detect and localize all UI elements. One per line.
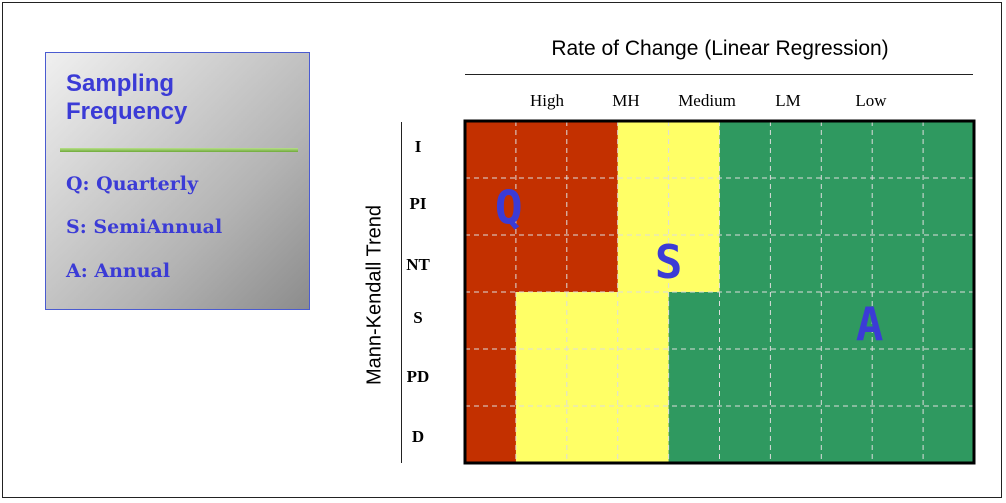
matrix-cell-semiannual (566, 349, 619, 407)
matrix-cell-annual (770, 406, 822, 464)
matrix-cell-annual (872, 178, 924, 236)
region-label-quarterly: Q (495, 181, 523, 235)
row-label-s: S (413, 308, 423, 327)
region-label-semiannual: S (655, 235, 683, 289)
matrix-cell-semiannual (566, 292, 619, 350)
matrix-cell-semiannual (668, 235, 721, 293)
matrix-cell-quarterly (465, 235, 517, 293)
matrix-cell-annual (770, 235, 822, 293)
row-label-nt: NT (406, 255, 430, 274)
matrix-cell-annual (719, 292, 771, 350)
matrix-cell-annual (719, 178, 771, 236)
matrix-cell-quarterly (566, 121, 619, 179)
matrix-cell-semiannual (617, 121, 670, 179)
matrix-cell-annual (872, 349, 924, 407)
matrix-cell-annual (719, 406, 771, 464)
matrix-cell-annual (668, 292, 721, 350)
matrix-cell-semiannual (668, 121, 721, 179)
matrix-cell-annual (923, 349, 975, 407)
matrix-cell-annual (668, 349, 721, 407)
column-label-lm: LM (775, 91, 801, 110)
matrix-cell-annual (821, 406, 873, 464)
column-label-low: Low (855, 91, 887, 110)
matrix-cell-semiannual (617, 406, 670, 464)
legend-title: Sampling Frequency (66, 70, 187, 126)
matrix-cell-annual (668, 406, 721, 464)
matrix-cell-quarterly (465, 121, 517, 179)
matrix-cell-semiannual (515, 292, 568, 350)
matrix-cell-semiannual (668, 178, 721, 236)
legend-entry-quarterly: Q: Quarterly (66, 173, 198, 195)
matrix-border (463, 119, 976, 465)
y-axis-rule (401, 122, 402, 463)
matrix-cell-annual (821, 349, 873, 407)
matrix-cell-quarterly (465, 292, 517, 350)
legend-title-line-2: Frequency (66, 98, 188, 125)
matrix-cell-annual (923, 235, 975, 293)
matrix-cell-semiannual (617, 349, 670, 407)
matrix-cell-quarterly (515, 178, 568, 236)
column-label-mh: MH (612, 91, 640, 110)
matrix-cell-annual (923, 178, 975, 236)
matrix-cell-annual (770, 349, 822, 407)
matrix-cell-annual (923, 292, 975, 350)
row-label-pd: PD (406, 367, 430, 386)
matrix-cell-annual (770, 178, 822, 236)
matrix-cell-annual (872, 121, 924, 179)
matrix-cell-annual (770, 292, 822, 350)
matrix-cell-quarterly (465, 406, 517, 464)
matrix-cell-annual (821, 178, 873, 236)
matrix-cell-annual (872, 292, 924, 350)
matrix-cell-semiannual (617, 235, 670, 293)
row-label-pi: PI (409, 194, 427, 213)
legend-title-line-1: Sampling (66, 70, 175, 97)
matrix-cell-annual (719, 121, 771, 179)
matrix-cell-annual (923, 121, 975, 179)
matrix-cell-annual (821, 121, 873, 179)
matrix-cell-semiannual (515, 406, 568, 464)
matrix-cell-semiannual (617, 178, 670, 236)
matrix-cell-quarterly (566, 178, 619, 236)
region-label-annual: A (856, 297, 884, 351)
row-label-d: D (411, 427, 425, 446)
matrix-cell-quarterly (515, 235, 568, 293)
chart-title: Rate of Change (Linear Regression) (551, 37, 889, 60)
matrix-cell-annual (872, 235, 924, 293)
matrix-cell-quarterly (465, 349, 517, 407)
matrix-cell-annual (923, 406, 975, 464)
matrix-cell-quarterly (515, 121, 568, 179)
chart-title-underline (465, 74, 973, 75)
matrix-cell-annual (770, 121, 822, 179)
legend-entry-annual: A: Annual (66, 260, 171, 282)
matrix-cell-annual (872, 406, 924, 464)
legend-box: Sampling Frequency Q: Quarterly S: SemiA… (45, 52, 310, 310)
matrix-cell-quarterly (566, 235, 619, 293)
matrix-cell-quarterly (465, 178, 517, 236)
matrix-cell-annual (719, 349, 771, 407)
matrix-cell-semiannual (617, 292, 670, 350)
matrix-cell-semiannual (515, 349, 568, 407)
legend-entry-semiannual: S: SemiAnnual (66, 216, 223, 238)
row-label-i: I (414, 137, 422, 156)
matrix-cell-semiannual (566, 406, 619, 464)
matrix-cell-annual (719, 235, 771, 293)
matrix-cell-annual (821, 235, 873, 293)
legend-divider (60, 148, 298, 152)
column-label-high: High (530, 91, 564, 110)
column-label-medium: Medium (678, 91, 736, 110)
matrix-cell-annual (821, 292, 873, 350)
